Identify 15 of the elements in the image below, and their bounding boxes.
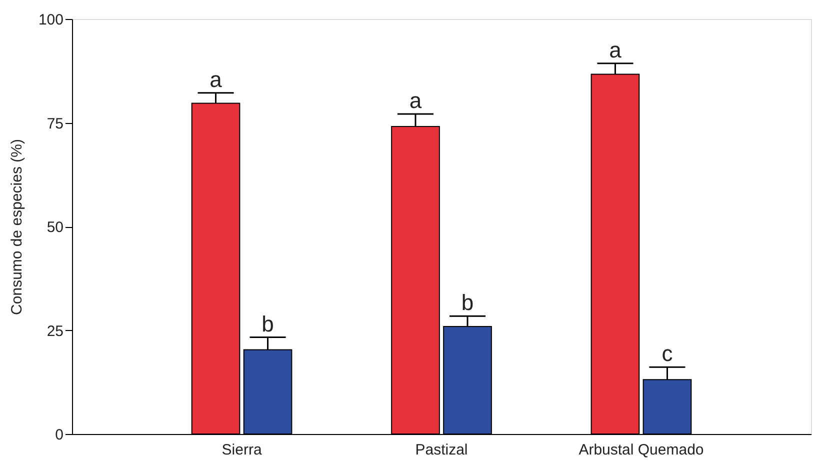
annotation: b <box>262 311 274 336</box>
y-tick-label: 50 <box>46 219 64 236</box>
x-tick-label: Arbustal Quemado <box>578 442 704 458</box>
y-tick-label: 100 <box>38 12 64 28</box>
y-tick-label: 75 <box>46 115 64 132</box>
y-tick-label: 25 <box>46 322 64 340</box>
x-tick-label: Sierra <box>222 442 262 458</box>
annotation: c <box>662 341 673 366</box>
x-tick-label: Pastizal <box>415 442 468 458</box>
annotation: a <box>609 37 622 62</box>
annotation: a <box>210 66 223 92</box>
annotation: b <box>461 290 474 316</box>
annotation: a <box>409 88 422 114</box>
y-tick-label: 0 <box>55 426 64 444</box>
y-axis-title: Consumo de especies (%) <box>8 139 26 315</box>
